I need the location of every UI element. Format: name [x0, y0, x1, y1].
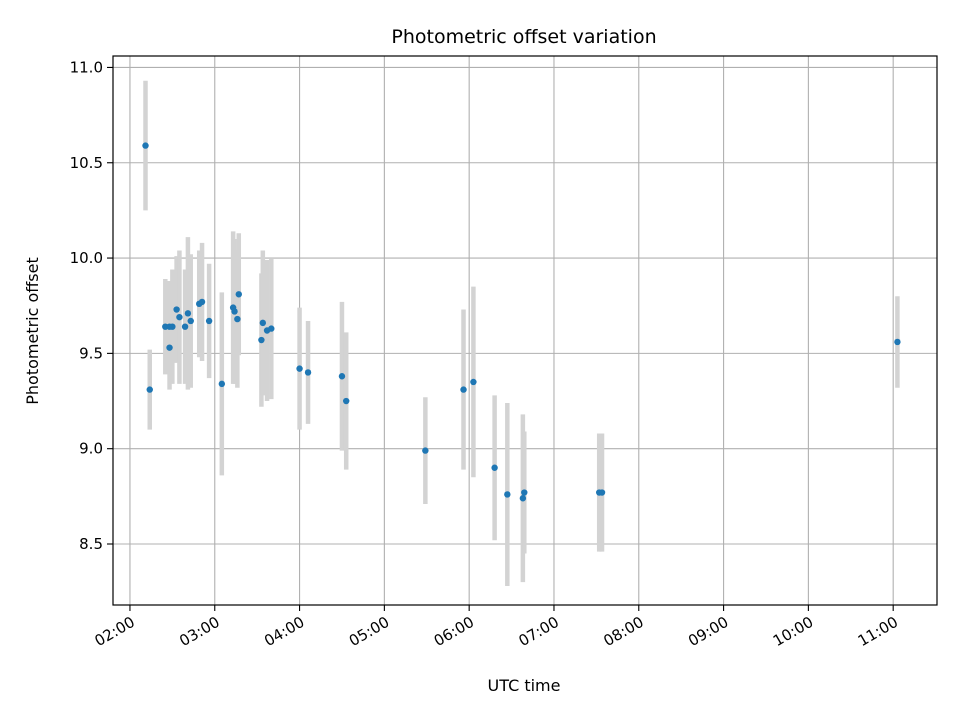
data-point [166, 344, 173, 351]
data-point [173, 306, 180, 313]
plot-frame [112, 55, 938, 606]
data-point [491, 464, 498, 471]
x-tick-label: 02:00 [92, 613, 138, 650]
data-point [894, 338, 901, 346]
x-tick-label: 07:00 [516, 613, 562, 650]
grid-lines [113, 56, 937, 605]
data-point [422, 447, 429, 454]
x-tick-label: 11:00 [855, 613, 901, 650]
data-point [142, 142, 149, 149]
y-tick-label: 8.5 [79, 535, 103, 553]
data-point [338, 373, 346, 380]
error-bars [143, 80, 900, 586]
data-point [181, 323, 189, 330]
x-tick-label: 05:00 [346, 613, 392, 650]
chart-title: Photometric offset variation [391, 26, 656, 48]
data-point [460, 386, 467, 393]
y-axis-title: Photometric offset [23, 257, 42, 405]
x-tick-label: 10:00 [770, 613, 816, 650]
data-point [169, 323, 176, 330]
y-tick-label: 11.0 [70, 58, 103, 76]
data-point [146, 386, 153, 393]
x-tick-label: 04:00 [261, 613, 307, 650]
data-point [296, 365, 303, 372]
data-point [598, 489, 606, 496]
x-tick-label: 06:00 [431, 613, 477, 650]
data-point [258, 336, 265, 344]
data-points [142, 142, 901, 502]
data-point [205, 317, 213, 325]
data-point [504, 491, 511, 498]
data-point [235, 291, 242, 298]
y-tick-label: 9.0 [79, 440, 103, 458]
x-tick-label: 09:00 [685, 613, 731, 650]
data-point [198, 298, 206, 306]
data-point [519, 495, 527, 502]
data-point [176, 313, 183, 321]
data-point [521, 489, 528, 496]
y-tick-label: 10.0 [70, 249, 103, 267]
data-point [187, 317, 194, 325]
data-point [218, 380, 226, 388]
y-axis-ticks: 8.5 9.0 9.5 10.0 10.5 11.0 [70, 58, 113, 553]
data-point [231, 308, 238, 315]
data-point [184, 310, 192, 317]
x-tick-label: 08:00 [600, 613, 646, 650]
x-axis-title: UTC time [488, 676, 561, 695]
data-point [304, 369, 312, 376]
y-tick-label: 9.5 [79, 344, 103, 362]
x-axis-ticks: 02:00 03:00 04:00 05:00 06:00 07:00 08:00 09:00… [92, 605, 901, 650]
data-point [259, 319, 267, 327]
y-tick-label: 10.5 [70, 154, 103, 172]
data-point [343, 397, 350, 405]
data-point [234, 315, 241, 323]
x-tick-label: 03:00 [176, 613, 222, 650]
data-point [470, 378, 477, 386]
data-point [268, 325, 275, 332]
